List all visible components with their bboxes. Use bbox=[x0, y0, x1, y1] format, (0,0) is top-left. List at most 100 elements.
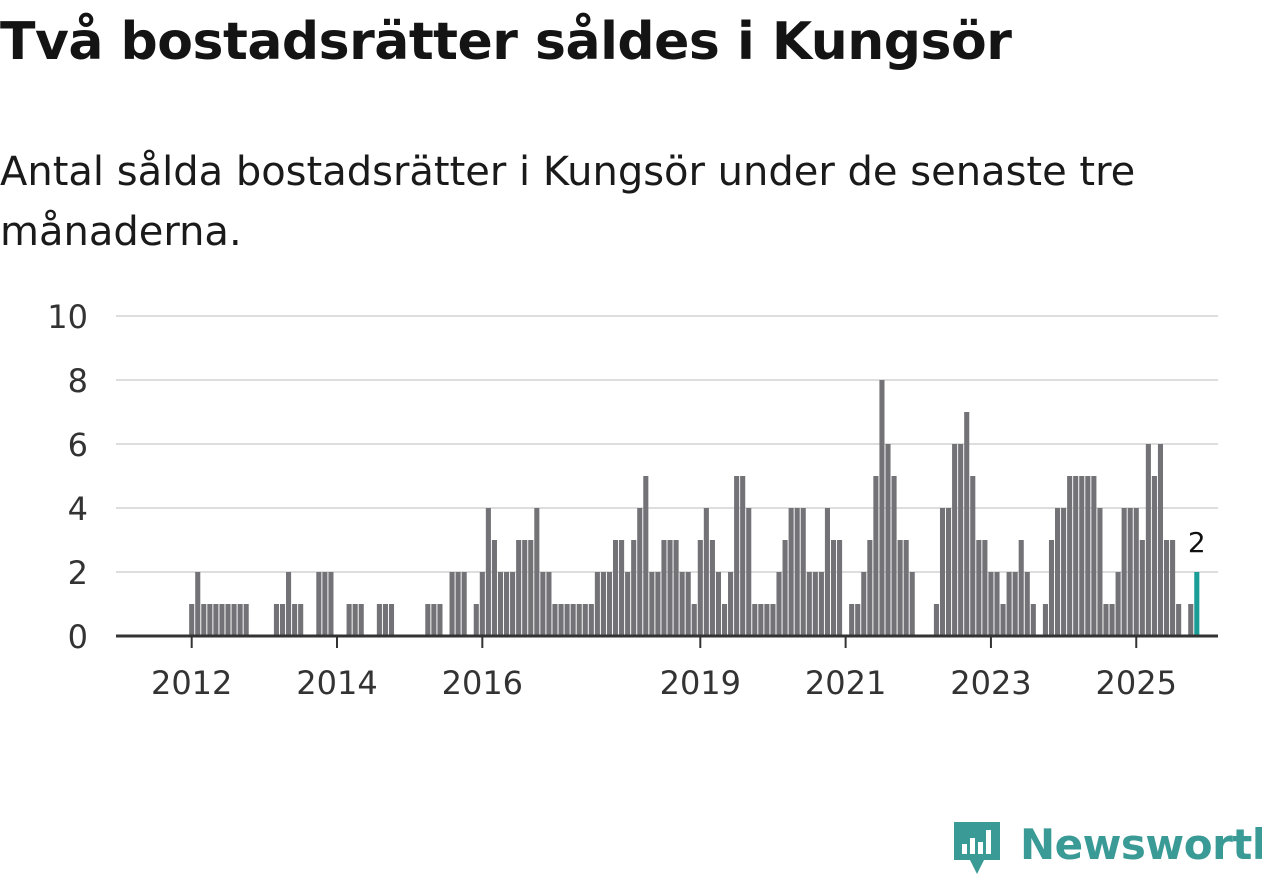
bar bbox=[279, 604, 286, 636]
bar bbox=[1109, 604, 1115, 636]
bar bbox=[546, 572, 552, 636]
bar bbox=[594, 572, 600, 636]
chart-subtitle: Antal sålda bostadsrätter i Kungsör unde… bbox=[0, 149, 1136, 255]
bar bbox=[655, 572, 661, 636]
bar bbox=[449, 572, 455, 636]
data-label: 2 bbox=[1188, 526, 1206, 559]
bar bbox=[1018, 540, 1024, 636]
bar bbox=[473, 604, 479, 636]
bar bbox=[510, 572, 516, 636]
x-tick-label: 2014 bbox=[296, 664, 377, 702]
bar bbox=[685, 572, 691, 636]
bar bbox=[885, 444, 891, 636]
bar bbox=[782, 540, 788, 636]
bar bbox=[1048, 540, 1055, 636]
bar bbox=[189, 604, 195, 636]
bar bbox=[273, 604, 279, 636]
grid-lines bbox=[116, 315, 1218, 573]
bar bbox=[849, 604, 855, 636]
bar bbox=[1115, 572, 1121, 636]
bar bbox=[679, 572, 685, 636]
y-tick-label: 8 bbox=[68, 362, 88, 400]
bar bbox=[528, 540, 534, 636]
bar bbox=[976, 540, 982, 636]
y-tick-label: 6 bbox=[68, 426, 88, 464]
bar bbox=[667, 540, 673, 636]
bar bbox=[1139, 540, 1145, 636]
bar bbox=[588, 604, 594, 636]
bar bbox=[376, 604, 382, 636]
bar bbox=[1079, 476, 1085, 636]
bar bbox=[243, 604, 249, 636]
bar bbox=[788, 508, 794, 636]
bar bbox=[1067, 476, 1073, 636]
bar bbox=[1145, 444, 1151, 636]
bar bbox=[982, 540, 988, 636]
bar bbox=[673, 540, 679, 636]
bar bbox=[643, 476, 649, 636]
bar bbox=[1012, 572, 1018, 636]
bar bbox=[600, 572, 606, 636]
bar bbox=[837, 540, 843, 636]
bar bbox=[970, 476, 976, 636]
bar bbox=[576, 604, 582, 636]
newsworthy-logo-icon bbox=[954, 822, 1000, 874]
bar bbox=[988, 572, 994, 636]
bar bbox=[939, 508, 946, 636]
bar bbox=[964, 412, 970, 636]
bar bbox=[1194, 572, 1200, 636]
x-tick-label: 2019 bbox=[660, 664, 741, 702]
bar bbox=[1006, 572, 1012, 636]
bar bbox=[582, 604, 588, 636]
bar bbox=[806, 572, 812, 636]
bar bbox=[1170, 540, 1176, 636]
bar bbox=[1157, 444, 1164, 636]
x-axis: 2012 2014 2016 2019 2021 2023 2025 bbox=[116, 634, 1218, 702]
bar bbox=[1127, 508, 1133, 636]
y-tick-labels: 0 2 4 6 8 10 bbox=[47, 298, 88, 656]
bar bbox=[352, 604, 358, 636]
bar bbox=[298, 604, 304, 636]
bar bbox=[497, 572, 504, 636]
bar bbox=[328, 572, 334, 636]
bar bbox=[1151, 476, 1157, 636]
bar bbox=[316, 572, 322, 636]
bar bbox=[540, 572, 546, 636]
y-tick-label: 4 bbox=[68, 490, 88, 528]
bar bbox=[491, 540, 497, 636]
bar bbox=[522, 540, 528, 636]
bar bbox=[770, 604, 776, 636]
bar bbox=[437, 604, 443, 636]
bar bbox=[219, 604, 225, 636]
bar bbox=[570, 604, 576, 636]
bar bbox=[1061, 508, 1067, 636]
bar bbox=[425, 604, 431, 636]
newsworthy-logo[interactable]: Newsworthy bbox=[950, 818, 1262, 878]
bar bbox=[661, 540, 667, 636]
bar bbox=[1085, 476, 1091, 636]
bar bbox=[237, 604, 243, 636]
bar bbox=[1073, 476, 1079, 636]
bar bbox=[812, 572, 818, 636]
bar bbox=[933, 604, 939, 636]
bar bbox=[292, 604, 298, 636]
x-tick-label: 2016 bbox=[442, 664, 523, 702]
bar bbox=[1024, 572, 1030, 636]
bar bbox=[800, 508, 806, 636]
bar bbox=[879, 380, 885, 636]
bar bbox=[715, 572, 722, 636]
bar bbox=[382, 604, 388, 636]
bar bbox=[752, 604, 758, 636]
bar bbox=[455, 572, 461, 636]
bar bbox=[903, 540, 909, 636]
bar bbox=[824, 508, 830, 636]
bar bbox=[516, 540, 522, 636]
x-tick-label: 2021 bbox=[805, 664, 886, 702]
bar bbox=[703, 508, 709, 636]
bar bbox=[201, 604, 207, 636]
bar bbox=[388, 604, 395, 636]
bar bbox=[619, 540, 625, 636]
bar bbox=[625, 572, 631, 636]
bar bbox=[631, 540, 637, 636]
bar bbox=[479, 572, 485, 636]
